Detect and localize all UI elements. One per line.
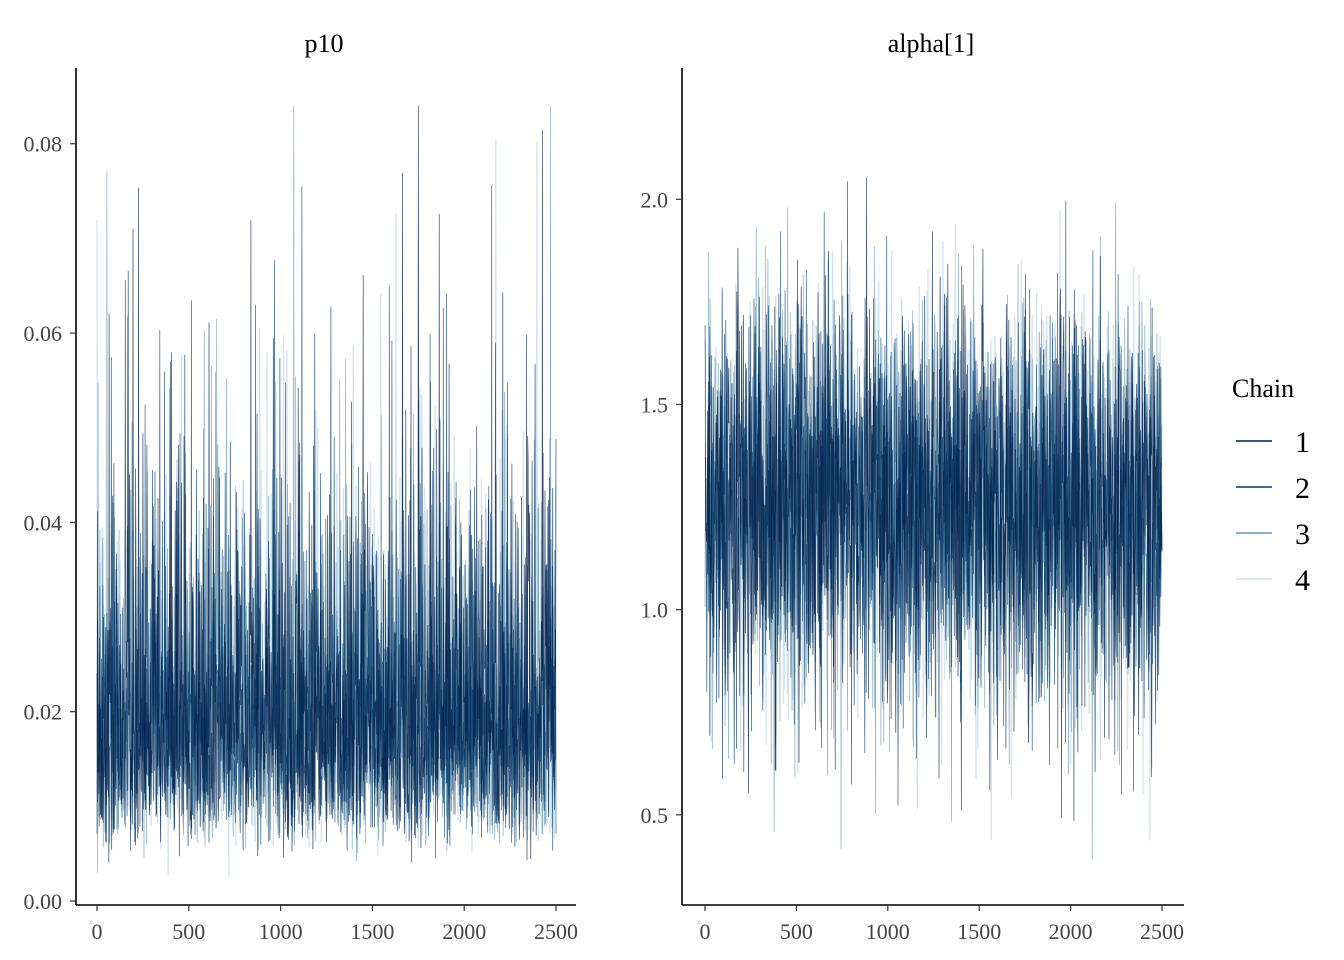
x-tick-label: 1000: [866, 919, 910, 944]
legend-label-chain-4: 4: [1295, 564, 1310, 597]
legend-label-chain-3: 3: [1295, 518, 1310, 551]
x-tick-label: 2500: [534, 919, 578, 944]
trace-line-chain-1: [704, 177, 1163, 821]
x-tick-label: 500: [780, 919, 813, 944]
panel-alpha-1: 0.5 1.0 1.5 2.0 0 500 1000 1500 2000 2500 alpha[1]: [641, 29, 1184, 944]
legend-label-chain-1: 1: [1295, 426, 1310, 459]
legend-label-chain-2: 2: [1295, 472, 1310, 505]
y-tick-label: 1.0: [641, 598, 669, 623]
y-tick-label: 0.06: [24, 321, 63, 346]
x-tick-label: 0: [700, 919, 711, 944]
x-tick-label: 2000: [1049, 919, 1093, 944]
x-tick-label: 0: [92, 919, 103, 944]
y-tick-label: 0.04: [24, 510, 63, 535]
y-tick-label: 0.00: [24, 889, 63, 914]
x-tick-label: 1500: [957, 919, 1001, 944]
y-tick-label: 0.5: [641, 803, 669, 828]
panel-title: p10: [305, 29, 344, 58]
x-tick-label: 2500: [1140, 919, 1184, 944]
y-tick-label: 0.02: [24, 700, 63, 725]
legend-title: Chain: [1232, 374, 1294, 403]
x-tick-label: 1000: [259, 919, 303, 944]
y-tick-label: 2.0: [641, 187, 669, 212]
panel-title: alpha[1]: [888, 29, 975, 58]
x-tick-label: 1500: [350, 919, 394, 944]
x-tick-label: 500: [172, 919, 205, 944]
x-tick-label: 2000: [442, 919, 486, 944]
trace-line-chain-1: [96, 105, 557, 863]
y-tick-label: 0.08: [24, 132, 63, 157]
trace-line-chain-2: [704, 181, 1163, 806]
y-tick-label: 1.5: [641, 392, 669, 417]
panel-p10: 0.00 0.02 0.04 0.06 0.08 0 500 1000 1500 2000 2500…: [24, 29, 579, 944]
